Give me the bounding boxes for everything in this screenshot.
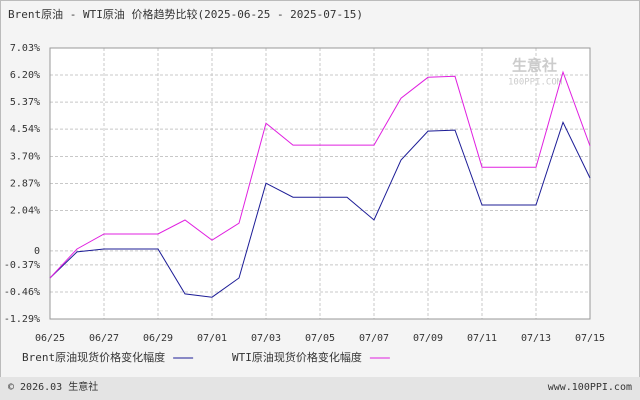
watermark: 生意社 (512, 57, 557, 75)
x-tick-label: 06/29 (143, 333, 173, 344)
y-tick-label: 0 (34, 246, 40, 257)
y-tick-label: 6.20% (10, 70, 40, 81)
x-tick-label: 06/27 (89, 333, 119, 344)
y-tick-label: -0.46% (4, 287, 40, 298)
series-line (49, 120, 591, 298)
x-tick-label: 07/09 (413, 333, 443, 344)
footer-left: © 2026.03 生意社 (8, 380, 98, 393)
chart-title: Brent原油 - WTI原油 价格趋势比较(2025-06-25 - 2025… (8, 7, 363, 21)
x-tick-label: 07/01 (197, 333, 227, 344)
y-tick-label: -1.29% (4, 314, 40, 325)
footer-band (0, 377, 640, 400)
y-tick-label: 2.04% (10, 206, 40, 217)
x-tick-label: 07/05 (305, 333, 335, 344)
x-tick-label: 07/15 (575, 333, 605, 344)
y-tick-label: 5.37% (10, 97, 40, 108)
x-tick-label: 07/07 (359, 333, 389, 344)
y-tick-label: -0.37% (4, 260, 40, 271)
x-tick-label: 07/11 (467, 333, 497, 344)
footer-right: www.100PPI.com (548, 382, 632, 393)
plot-border (49, 47, 591, 320)
x-tick-label: 06/25 (35, 333, 65, 344)
y-tick-label: 3.70% (10, 151, 40, 162)
legend-label: WTI原油现货价格变化幅度 (232, 350, 362, 364)
x-tick-label: 07/13 (521, 333, 551, 344)
x-tick-label: 07/03 (251, 333, 281, 344)
watermark: 100PPI.COM (508, 78, 563, 88)
y-tick-label: 4.54% (10, 124, 40, 135)
y-tick-label: 2.87% (10, 179, 40, 190)
series-line (49, 70, 591, 279)
legend-label: Brent原油现货价格变化幅度 (22, 350, 165, 364)
y-tick-label: 7.03% (10, 43, 40, 54)
